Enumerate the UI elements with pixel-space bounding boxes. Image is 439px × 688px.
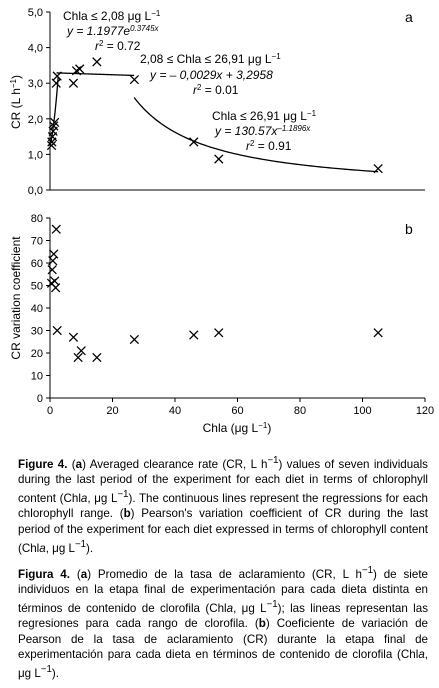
panel-a-data-point <box>189 137 199 147</box>
panel-b-chart: b CR variation coefficient 0 10 20 30 40 50 60… <box>9 213 434 435</box>
panel-a-points <box>46 57 383 174</box>
panel-b-data-point <box>76 346 86 356</box>
panel-a-data-point <box>52 71 62 81</box>
panel-b-y-axis-label: CR variation coefficient <box>9 236 23 360</box>
panel-b-data-point <box>129 334 140 345</box>
panel-b-y-tick-label: 70 <box>31 236 43 248</box>
panel-a-y-ticks: 0,0 1,0 2,0 3,0 4,0 5,0 <box>28 7 50 197</box>
fit-1-equation: y = 1.1977e0.3745x <box>66 24 160 38</box>
panel-b-x-tick-label: 0 <box>47 405 53 417</box>
fit-line-2 <box>56 72 135 77</box>
fit-line-3 <box>133 97 379 173</box>
panel-b-y-ticks: 0 10 20 30 40 50 60 70 80 <box>31 213 50 405</box>
caption-en-figure-label: Figure 4. <box>18 457 68 471</box>
panel-b-y-tick-label: 10 <box>31 371 43 383</box>
panel-b-x-tick-label: 120 <box>416 405 434 417</box>
panel-a-data-point <box>214 154 224 164</box>
fit-3-equation: y = 130.57x–1.1896x <box>214 124 311 138</box>
panel-b-y-tick-label: 50 <box>31 281 43 293</box>
panel-b-x-ticks: 0 20 40 60 80 100 120 <box>47 398 434 417</box>
panel-a-data-point <box>129 74 140 85</box>
fit-1-r2: r2 = 0.72 <box>95 39 141 53</box>
panel-a-y-tick-label: 3,0 <box>28 78 43 90</box>
panel-b-x-tick-label: 100 <box>353 405 371 417</box>
panel-a-fit-lines <box>50 72 379 173</box>
panel-a-data-point <box>68 78 79 88</box>
panel-b-data-point <box>189 330 199 340</box>
panel-a-data-point <box>92 57 102 67</box>
panel-b-y-tick-label: 40 <box>31 303 43 315</box>
panel-a-data-point <box>46 140 57 151</box>
panel-b-data-point <box>51 224 61 234</box>
panel-a-data-point <box>50 117 60 128</box>
panel-b-x-tick-label: 40 <box>169 405 181 417</box>
fit-1-range-label: Chla ≤ 2,08 μg L−1 <box>63 9 161 23</box>
panel-b-points <box>46 224 383 363</box>
panel-b-x-tick-label: 60 <box>231 405 243 417</box>
panel-b-data-point <box>68 332 79 342</box>
panel-b-y-tick-label: 60 <box>31 258 43 270</box>
panel-b-y-tick-label: 30 <box>31 326 43 338</box>
panel-a-chart: a CR (L h−1) 0,0 1,0 2,0 3,0 4,0 5,0 Chla ≤ 2… <box>9 7 425 197</box>
panel-a-data-point <box>49 121 59 131</box>
panel-b-data-point <box>52 325 62 336</box>
panel-b-x-axis-label: Chla (μg L−1) <box>203 421 272 435</box>
fit-2-range-label: 2,08 ≤ Chla ≤ 26,91 μg L−1 <box>140 52 281 66</box>
panel-a-letter: a <box>405 9 413 25</box>
fit-line-1 <box>50 77 59 143</box>
panel-a-data-point <box>75 64 85 74</box>
fit-2-equation: y = – 0,0029x + 3,2958 <box>149 68 273 82</box>
panel-b-y-tick-label: 20 <box>31 348 43 360</box>
panel-b-data-point <box>214 328 224 338</box>
panel-a-y-tick-label: 0,0 <box>28 185 43 197</box>
panel-b-data-point <box>50 283 61 293</box>
caption-spanish: Figura 4. (a) Promedio de la tasa de acl… <box>18 565 429 680</box>
panel-b-x-tick-label: 20 <box>106 405 118 417</box>
panel-b-y-tick-label: 80 <box>31 213 43 225</box>
panel-b-data-point <box>73 352 83 363</box>
panel-b-x-tick-label: 80 <box>294 405 306 417</box>
fit-3-r2: r2 = 0.91 <box>246 139 292 153</box>
figure-4: a CR (L h−1) 0,0 1,0 2,0 3,0 4,0 5,0 Chla ≤ 2… <box>9 7 434 435</box>
panel-b-y-tick-label: 0 <box>37 393 43 405</box>
fit-3-range-label: Chla ≤ 26,91 μg L−1 <box>212 109 317 123</box>
panel-b-letter: b <box>405 221 413 237</box>
panel-b-data-point <box>49 249 59 259</box>
panel-b-data-point <box>47 265 57 275</box>
panel-b-data-point <box>92 352 102 363</box>
fit-2-r2: r2 = 0.01 <box>193 83 239 97</box>
panel-a-y-tick-label: 2,0 <box>28 114 43 126</box>
panel-a-y-axis-label: CR (L h−1) <box>9 75 23 129</box>
panel-b-data-point <box>373 328 383 338</box>
panel-a-y-tick-label: 4,0 <box>28 43 43 55</box>
panel-a-data-point <box>373 163 383 174</box>
panel-a-y-tick-label: 1,0 <box>28 149 43 161</box>
caption-english: Figure 4. (a) Averaged clearance rate (C… <box>18 455 428 555</box>
panel-a-y-tick-label: 5,0 <box>28 7 43 19</box>
caption-es-figure-label: Figura 4. <box>18 567 70 581</box>
